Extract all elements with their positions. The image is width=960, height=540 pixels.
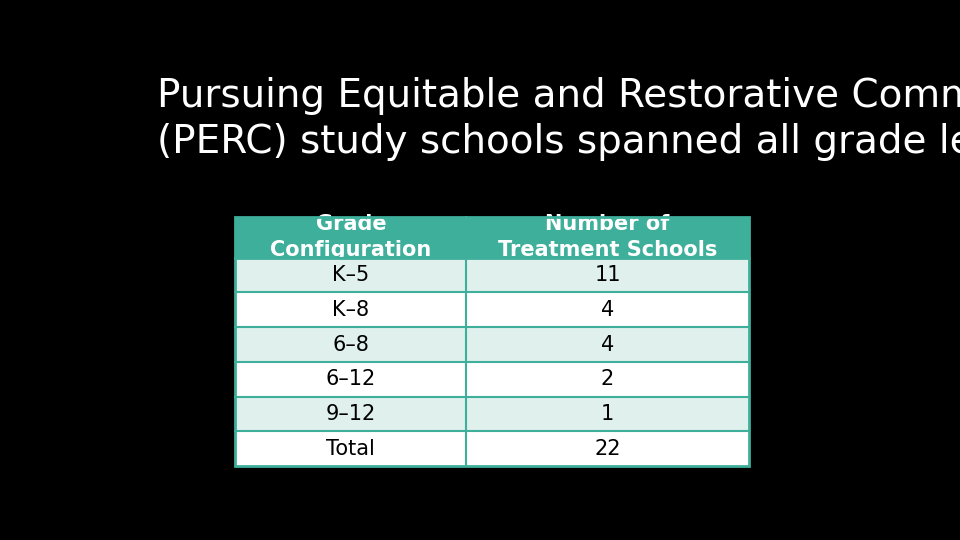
FancyBboxPatch shape <box>235 396 749 431</box>
Text: Number of
Treatment Schools: Number of Treatment Schools <box>498 214 717 260</box>
Text: 22: 22 <box>594 438 621 458</box>
Text: Total: Total <box>326 438 375 458</box>
Text: Pursuing Equitable and Restorative Communities
(PERC) study schools spanned all : Pursuing Equitable and Restorative Commu… <box>157 77 960 161</box>
FancyBboxPatch shape <box>235 293 749 327</box>
Text: 4: 4 <box>601 334 614 355</box>
Text: K–8: K–8 <box>332 300 370 320</box>
Text: Grade
Configuration: Grade Configuration <box>270 214 431 260</box>
Text: 6–12: 6–12 <box>325 369 376 389</box>
Text: 2: 2 <box>601 369 614 389</box>
FancyBboxPatch shape <box>235 431 749 466</box>
Text: K–5: K–5 <box>332 265 370 285</box>
Text: 6–8: 6–8 <box>332 334 370 355</box>
FancyBboxPatch shape <box>235 217 749 258</box>
FancyBboxPatch shape <box>235 362 749 396</box>
FancyBboxPatch shape <box>235 327 749 362</box>
Text: 1: 1 <box>601 404 614 424</box>
Text: 9–12: 9–12 <box>325 404 376 424</box>
Text: 4: 4 <box>601 300 614 320</box>
FancyBboxPatch shape <box>235 258 749 293</box>
Text: 11: 11 <box>594 265 621 285</box>
